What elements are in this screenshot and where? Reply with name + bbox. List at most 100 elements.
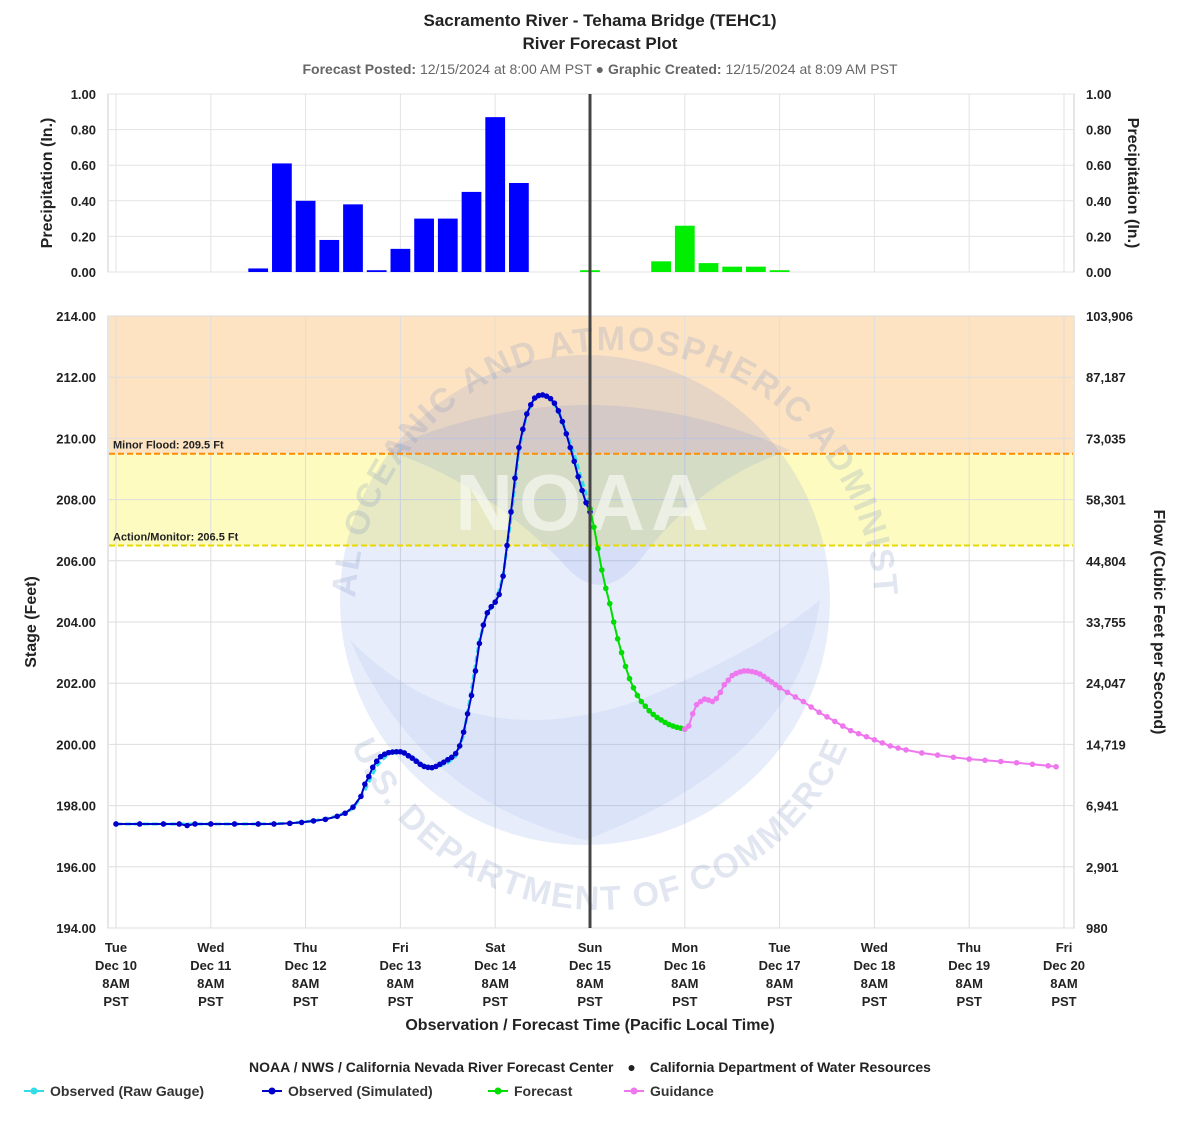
graphic-created-label: Graphic Created: <box>608 61 722 77</box>
series-point <box>547 395 554 402</box>
series-point <box>452 750 459 757</box>
x-tick-line: Fri <box>1056 940 1073 955</box>
x-tick-line: 8AM <box>102 976 129 991</box>
threshold-label: Action/Monitor: 206.5 Ft <box>113 532 239 544</box>
x-tick-label: Fri Dec 13 8AM PST <box>379 940 421 1009</box>
series-point <box>512 475 518 481</box>
precip-y-title-right: Precipitation (In.) <box>1124 118 1141 249</box>
legend-item[interactable]: Observed (Simulated) <box>262 1083 433 1099</box>
legend: Observed (Raw Gauge) Observed (Simulated)… <box>24 1083 714 1099</box>
precip-bar-observed <box>295 200 316 272</box>
x-tick-line: 8AM <box>1050 976 1077 991</box>
series-point <box>362 781 368 787</box>
precip-bar-observed <box>390 248 411 272</box>
series-point <box>208 821 214 827</box>
x-tick-line: Wed <box>861 940 888 955</box>
series-point <box>824 714 830 720</box>
series-point <box>717 689 724 696</box>
flow-y-tick-right: 103,906 <box>1086 309 1133 324</box>
stage-y-tick-left: 214.00 <box>56 309 96 324</box>
x-tick-line: 8AM <box>766 976 793 991</box>
flow-y-tick-right: 33,755 <box>1086 615 1126 630</box>
series-point <box>713 695 720 702</box>
stage-y-tick-left: 202.00 <box>56 676 96 691</box>
stage-y-tick-left: 212.00 <box>56 370 96 385</box>
series-point <box>808 704 814 710</box>
x-tick-line: PST <box>862 994 887 1009</box>
series-point <box>919 750 925 756</box>
series-point <box>520 426 526 433</box>
series-point <box>879 740 886 746</box>
x-tick-line: PST <box>1051 994 1076 1009</box>
series-point <box>508 509 514 515</box>
series-point <box>934 752 941 758</box>
series-point <box>768 679 775 685</box>
precip-y-tick-left: 0.00 <box>71 265 96 280</box>
precip-bar-forecast <box>769 270 790 272</box>
flow-y-tick-right: 14,719 <box>1086 737 1126 752</box>
flow-y-tick-right: 44,804 <box>1086 554 1127 569</box>
series-point <box>342 810 348 817</box>
x-tick-line: 8AM <box>292 976 319 991</box>
series-point <box>358 793 364 800</box>
series-point <box>500 573 506 579</box>
flow-y-tick-right: 24,047 <box>1086 676 1126 691</box>
forecast-posted-label: Forecast Posted: <box>303 61 417 77</box>
series-point <box>816 709 822 716</box>
stage-y-tick-left: 194.00 <box>56 921 96 936</box>
series-point <box>287 820 293 827</box>
stage-y-tick-left: 204.00 <box>56 615 96 630</box>
stage-y-tick-left: 206.00 <box>56 554 96 569</box>
x-tick-line: 8AM <box>861 976 888 991</box>
stage-y-title-right: Flow (Cubic Feet per Second) <box>1150 510 1167 735</box>
x-tick-line: PST <box>103 994 128 1009</box>
flow-y-tick-right: 58,301 <box>1086 493 1126 508</box>
x-tick-line: PST <box>957 994 982 1009</box>
credit-line: NOAA / NWS / California Nevada River For… <box>249 1059 931 1075</box>
series-point <box>350 804 356 810</box>
series-point <box>559 418 566 425</box>
x-tick-line: 8AM <box>387 976 414 991</box>
precip-y-tick-left: 0.40 <box>71 194 96 209</box>
legend-item[interactable]: Forecast <box>488 1083 573 1099</box>
legend-label: Forecast <box>514 1083 573 1099</box>
series-point <box>160 821 167 827</box>
x-tick-label: Thu Dec 12 8AM PST <box>285 940 327 1009</box>
series-point <box>792 694 799 700</box>
series-point <box>567 444 574 451</box>
x-tick-line: Thu <box>294 940 318 955</box>
stage-y-ticks: 194.00 980 196.00 2,901 198.00 6,941 200.00 14,… <box>56 309 1133 936</box>
chart-subtitle: River Forecast Plot <box>523 34 678 53</box>
series-point <box>504 542 510 549</box>
series-point <box>563 431 570 437</box>
series-point <box>800 698 807 705</box>
legend-item[interactable]: Guidance <box>624 1083 714 1099</box>
series-point <box>772 681 779 688</box>
series-point <box>610 619 617 625</box>
precip-bar-observed <box>437 218 458 272</box>
flow-y-tick-right: 2,901 <box>1086 860 1119 875</box>
series-point <box>614 636 621 642</box>
x-tick-line: Sat <box>485 940 506 955</box>
series-point <box>741 668 747 674</box>
series-point <box>393 748 400 755</box>
precip-y-tick-left: 0.20 <box>71 229 96 244</box>
series-point <box>682 726 688 732</box>
forecast-meta-line: Forecast Posted: 12/15/2024 at 8:00 AM P… <box>303 61 898 77</box>
x-tick-line: 8AM <box>481 976 508 991</box>
precip-bar-observed <box>461 191 482 272</box>
precip-bar-forecast <box>674 225 695 272</box>
series-point <box>721 681 728 688</box>
precip-gridlines <box>108 93 1074 273</box>
stage-y-title-left: Stage (Feet) <box>23 576 40 668</box>
series-point <box>460 729 467 735</box>
precip-bar-observed <box>248 268 269 272</box>
precip-y-tick-right: 0.40 <box>1086 194 1111 209</box>
series-point <box>298 819 305 826</box>
series-point <box>1053 763 1059 770</box>
flow-y-tick-right: 87,187 <box>1086 370 1126 385</box>
legend-item[interactable]: Observed (Raw Gauge) <box>24 1083 204 1099</box>
series-point <box>484 610 491 616</box>
precip-bar-observed <box>414 218 434 272</box>
precip-y-ticks: 0.00 0.00 0.20 0.20 0.40 0.40 0.60 0.60 0.80 0.80… <box>71 87 1112 280</box>
